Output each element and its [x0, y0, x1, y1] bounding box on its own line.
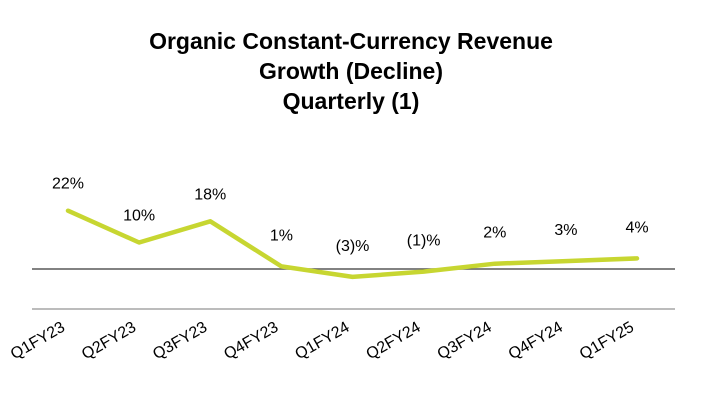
data-label-q1fy23: 22% [52, 176, 84, 193]
tick-label-q4fy23: Q4FY23 [221, 319, 281, 364]
data-label-q2fy23: 10% [123, 208, 155, 225]
x-tick-labels: Q1FY23 Q2FY23 Q3FY23 Q4FY23 Q1FY24 Q2FY24 Q3FY… [8, 319, 637, 364]
tick-label-q1fy23: Q1FY23 [8, 319, 68, 364]
data-label-q4fy24: 3% [554, 222, 577, 239]
tick-label-q3fy23: Q3FY23 [150, 319, 210, 364]
tick-label-q4fy24: Q4FY24 [506, 319, 566, 364]
data-label-q4fy23: 1% [270, 227, 293, 244]
series-line [65, 208, 640, 280]
chart-title: Organic Constant-Currency Revenue Growth… [0, 26, 702, 116]
chart-title-line-3: Quarterly (1) [282, 88, 420, 114]
chart-title-line-2: Growth (Decline) [258, 58, 443, 84]
chart-title-line-1: Organic Constant-Currency Revenue [149, 28, 553, 54]
data-label-q2fy24: (1)% [407, 233, 441, 250]
data-label-q3fy24: 2% [483, 225, 506, 242]
tick-label-q3fy24: Q3FY24 [435, 319, 495, 364]
data-label-q1fy24: (3)% [336, 238, 370, 255]
data-label-q3fy23: 18% [194, 186, 226, 203]
data-labels: 22% 10% 18% 1% (3)% (1)% 2% 3% 4% [52, 176, 649, 255]
tick-label-q2fy23: Q2FY23 [79, 319, 139, 364]
tick-label-q1fy24: Q1FY24 [292, 319, 352, 364]
data-label-q1fy25: 4% [625, 219, 648, 236]
tick-label-q2fy24: Q2FY24 [364, 319, 424, 364]
tick-label-q1fy25: Q1FY25 [577, 319, 637, 364]
